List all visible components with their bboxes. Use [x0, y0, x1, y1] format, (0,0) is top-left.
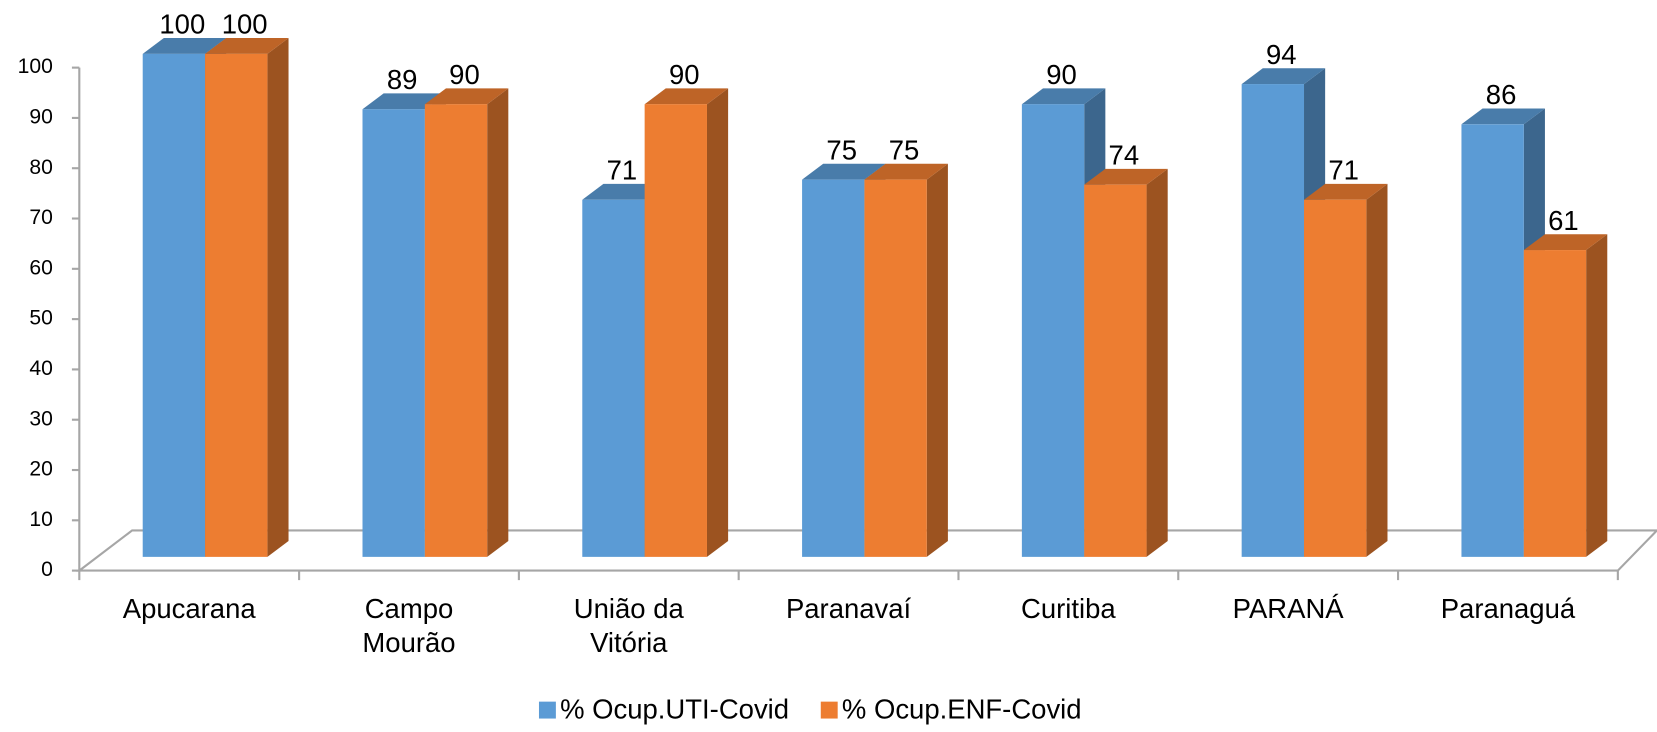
bar-top	[1021, 88, 1106, 105]
bar	[644, 88, 729, 557]
bar	[1523, 234, 1608, 557]
value-label: 90	[449, 59, 480, 90]
bar-top	[1241, 68, 1326, 85]
y-tick-label: 10	[29, 508, 52, 531]
x-tick-label: Paranavaí	[785, 592, 912, 625]
y-tick-label: 50	[29, 307, 52, 330]
x-label-box: Paranaguá	[1440, 592, 1576, 625]
bar-front	[362, 109, 425, 557]
x-tick-label: Paranaguá	[1440, 592, 1576, 625]
x-tick-label: PARANÁ	[1232, 592, 1344, 625]
y-tick-label: 20	[29, 458, 52, 481]
bar	[1304, 183, 1388, 557]
x-label-box: União da Vitória	[573, 592, 684, 659]
value-label: 94	[1266, 39, 1297, 70]
bar-side	[926, 163, 948, 557]
bar-front	[1304, 199, 1367, 557]
bar-top	[1304, 183, 1388, 200]
y-tick-label: 90	[29, 106, 52, 129]
bar-front	[582, 199, 645, 557]
bar	[864, 163, 948, 557]
y-tick-label: 70	[29, 206, 52, 229]
legend-label: % Ocup.UTI-Covid	[560, 693, 789, 724]
y-tick-label: 60	[29, 256, 52, 279]
y-tick-label: 30	[29, 407, 52, 430]
bar-top	[1084, 168, 1168, 185]
x-label-box: Apucarana	[122, 592, 256, 625]
bar	[205, 38, 289, 557]
legend-swatch	[538, 701, 556, 719]
bar-front	[802, 179, 865, 557]
legend-label: % Ocup.ENF-Covid	[842, 693, 1082, 724]
value-label: 90	[1046, 59, 1077, 90]
bar	[1084, 168, 1168, 557]
bar-front	[142, 53, 206, 557]
value-label: 71	[607, 155, 638, 186]
bar-top	[1461, 108, 1545, 125]
y-tick-label: 100	[18, 55, 53, 78]
bar-top	[205, 38, 289, 54]
x-tick-label: Curitiba	[1021, 592, 1116, 625]
bar-top	[802, 163, 886, 180]
bar-front	[644, 104, 707, 557]
bar-side	[267, 38, 289, 557]
bar-front	[424, 104, 488, 557]
bar-front	[1461, 124, 1524, 557]
bar-front	[205, 53, 268, 557]
value-label: 71	[1328, 155, 1359, 186]
bar-top	[644, 88, 729, 105]
bar-side	[1146, 168, 1168, 557]
value-label: 89	[387, 64, 418, 95]
bar-side	[1586, 234, 1608, 557]
x-tick-label: União da Vitória	[573, 592, 684, 659]
bar-side	[1366, 183, 1388, 557]
value-label: 90	[669, 59, 700, 90]
bar-side	[706, 88, 729, 557]
bar	[424, 88, 509, 557]
x-tick-label: Apucarana	[122, 592, 256, 625]
y-tick-label: 80	[29, 156, 52, 179]
bar-top	[1523, 234, 1608, 251]
value-label: 75	[826, 134, 857, 165]
value-label: 86	[1486, 79, 1517, 110]
bar-top	[424, 88, 509, 105]
bar-front	[1523, 250, 1587, 557]
x-label-box: Campo Mourão	[362, 592, 456, 659]
value-label: 74	[1109, 139, 1140, 170]
bar-front	[1084, 184, 1147, 557]
bar-front	[1021, 104, 1085, 557]
x-label-box: Curitiba	[1021, 592, 1116, 625]
bar-front	[864, 179, 927, 557]
y-tick-label: 40	[29, 357, 52, 380]
value-label: 75	[889, 134, 920, 165]
x-label-box: PARANÁ	[1232, 592, 1344, 625]
x-tick-label: Campo Mourão	[362, 592, 456, 659]
bar-top	[142, 38, 227, 54]
bar-front	[1241, 84, 1305, 557]
y-tick-label: 0	[41, 558, 53, 581]
x-label-box: Paranavaí	[785, 592, 912, 625]
value-label: 61	[1548, 205, 1579, 236]
bar-top	[864, 163, 948, 180]
value-label: 100	[222, 9, 268, 40]
value-label: 100	[159, 9, 205, 40]
bar-side	[487, 88, 509, 557]
legend-swatch	[820, 701, 838, 719]
